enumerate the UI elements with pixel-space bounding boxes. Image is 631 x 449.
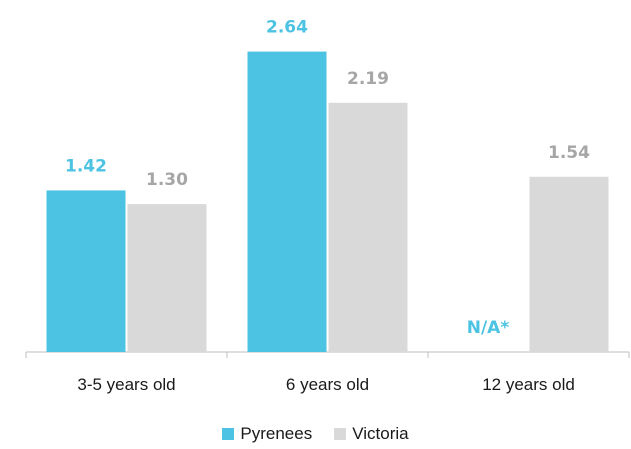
bar-victoria (328, 102, 408, 352)
bar-pyrenees (247, 51, 327, 352)
value-labels-group: 1.42 1.30 2.64 2.19 N/A* 1.54 (65, 18, 590, 338)
bar-victoria (127, 204, 207, 352)
value-label-pyrenees: 1.42 (65, 156, 107, 176)
bar-victoria (529, 176, 609, 352)
x-axis-ticks (25, 352, 630, 358)
legend-label-victoria: Victoria (352, 424, 409, 443)
legend-swatch-victoria (334, 428, 347, 440)
legend: Pyrenees Victoria (0, 424, 631, 444)
legend-label-pyrenees: Pyrenees (240, 424, 313, 443)
legend-swatch-pyrenees (222, 428, 235, 440)
category-label: 3-5 years old (77, 375, 175, 394)
value-label-victoria: 1.30 (146, 170, 188, 190)
value-label-victoria: 1.54 (548, 143, 590, 163)
category-label: 12 years old (482, 375, 575, 394)
value-label-victoria: 2.19 (347, 69, 389, 89)
bars-group (46, 51, 609, 352)
category-labels-group: 3-5 years old 6 years old 12 years old (77, 375, 574, 394)
category-label: 6 years old (286, 375, 369, 394)
value-label-pyrenees: 2.64 (266, 18, 308, 38)
value-label-pyrenees: N/A* (467, 318, 510, 338)
bar-pyrenees (46, 190, 126, 352)
legend-item-pyrenees: Pyrenees (222, 424, 312, 444)
legend-item-victoria: Victoria (334, 424, 409, 444)
